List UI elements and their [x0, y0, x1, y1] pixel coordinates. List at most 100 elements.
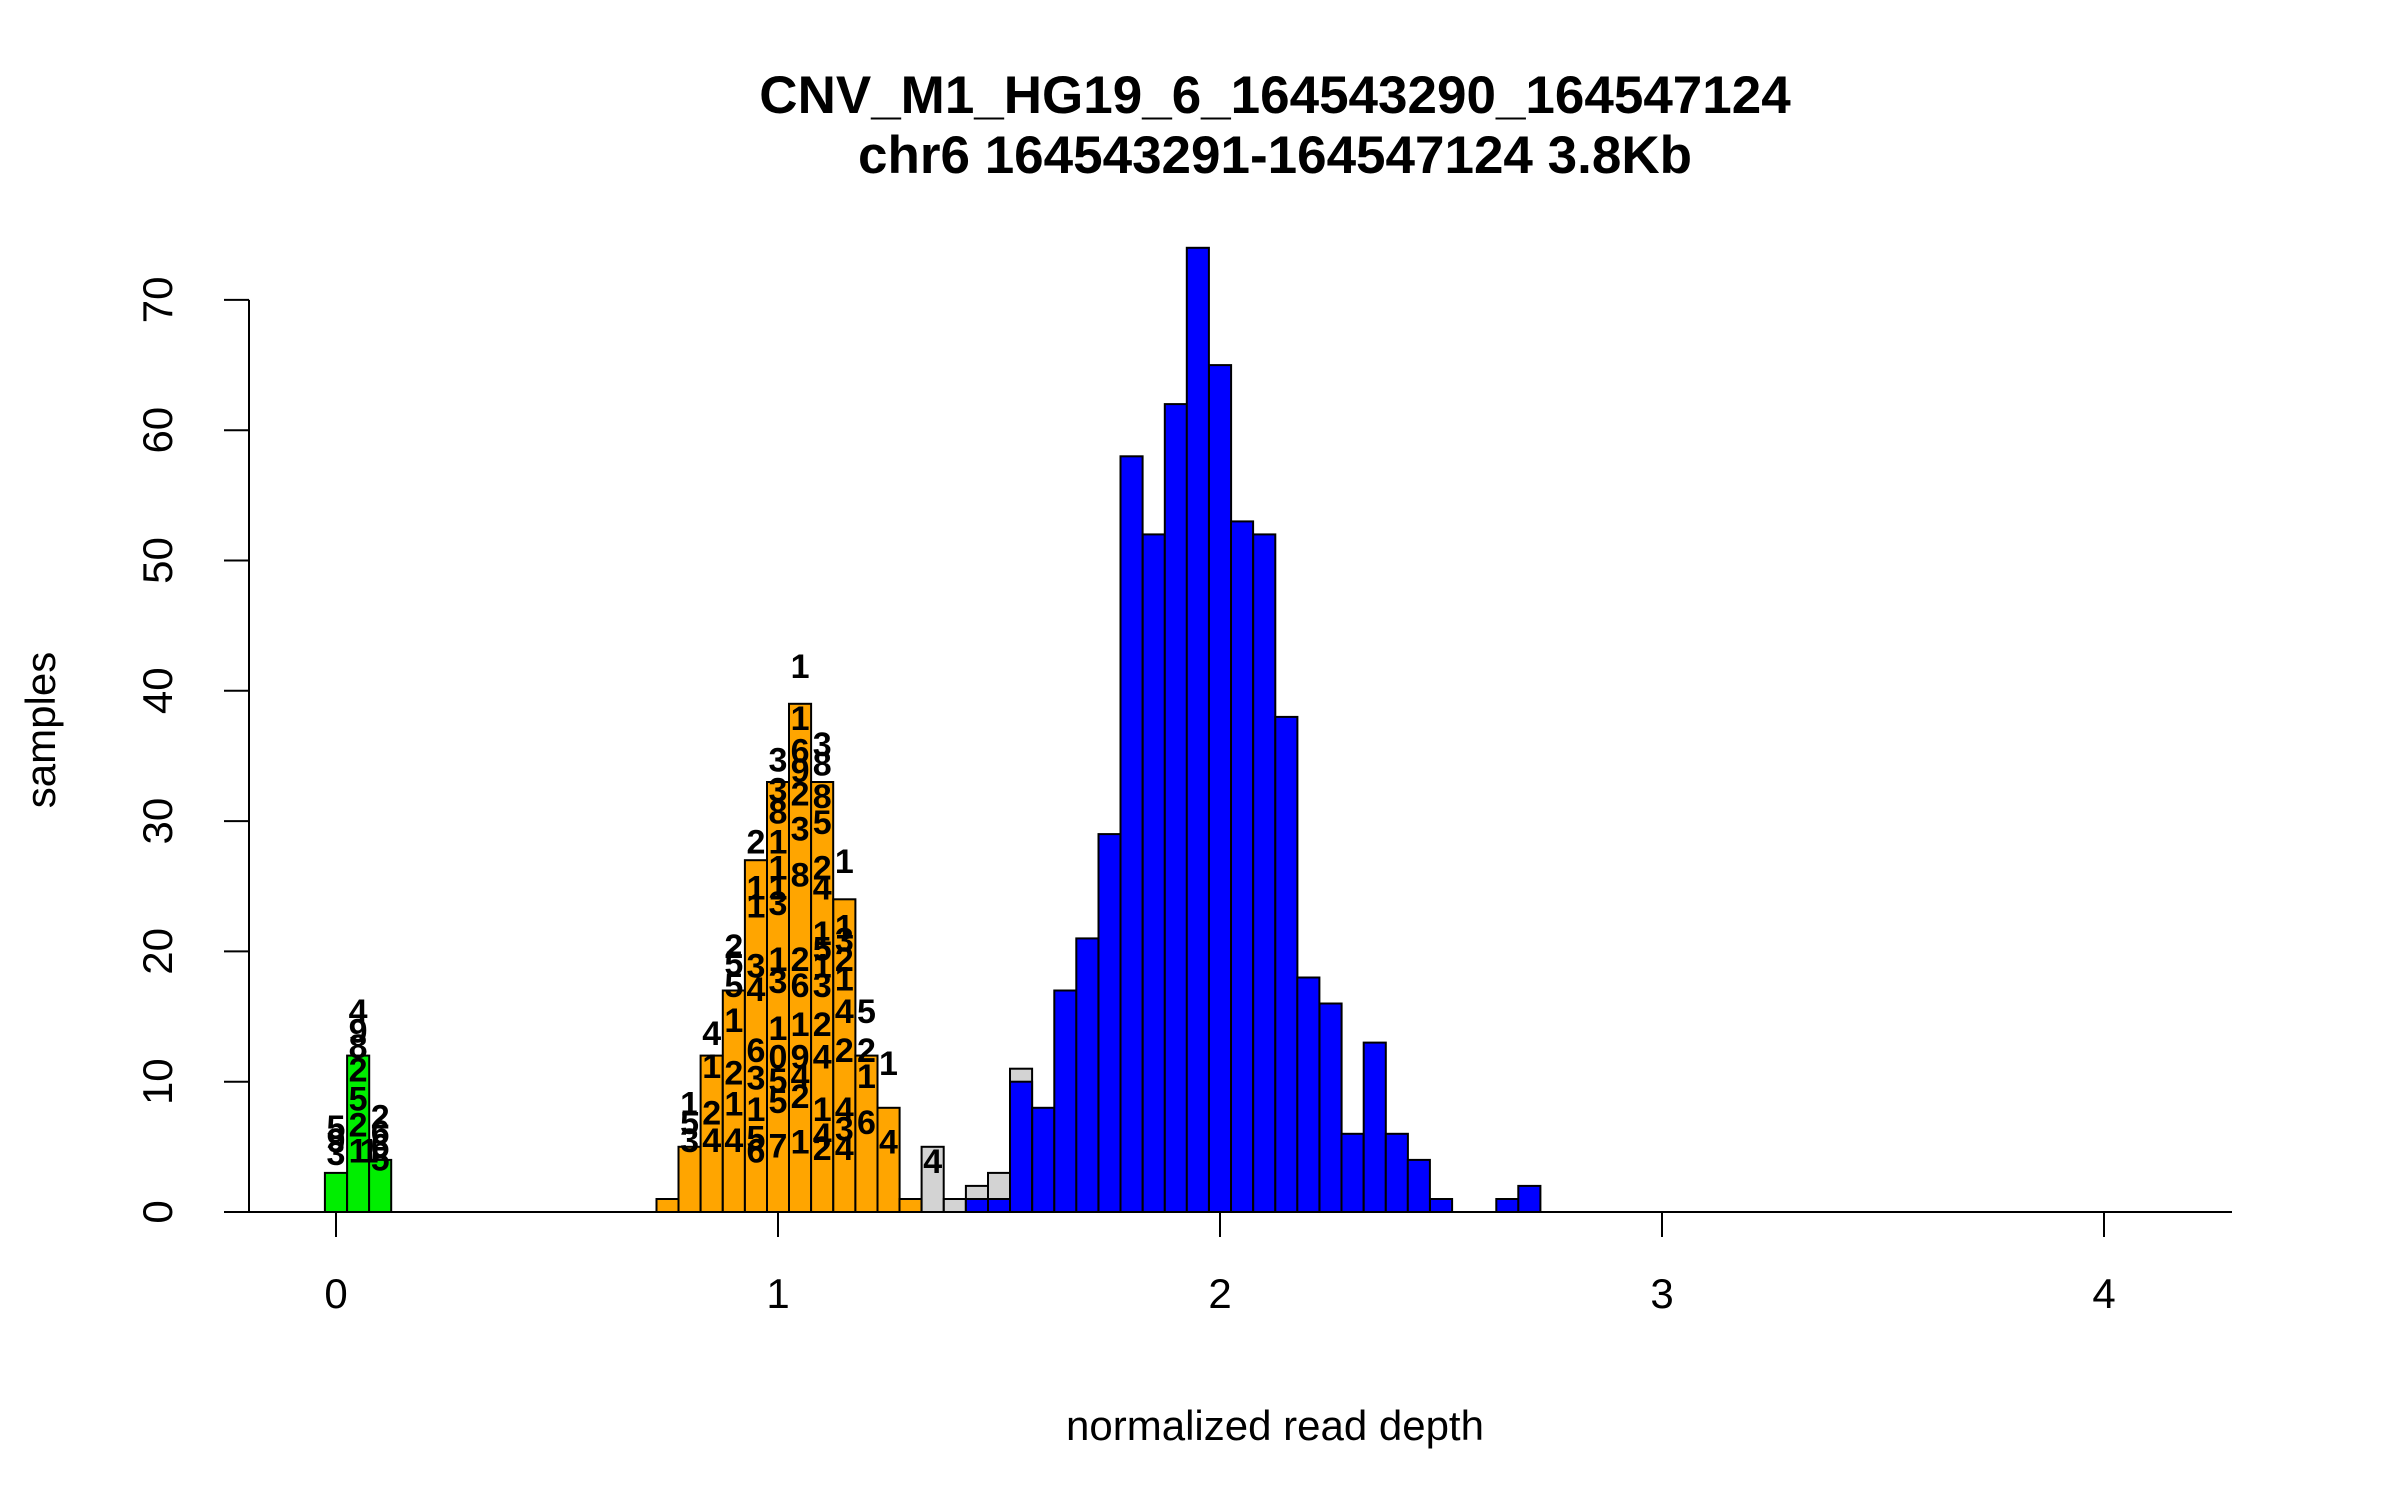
bar-annotation-49: 0 — [769, 1039, 788, 1077]
bar-annotation-17: 3 — [680, 1122, 699, 1160]
bar-annotation-4: 9 — [349, 1013, 368, 1051]
bar-copy-number-2-15 — [1296, 976, 1321, 1213]
y-tick-label-3: 30 — [134, 798, 181, 845]
bar-annotation-16: 5 — [680, 1104, 699, 1142]
bar-annotation-28: 4 — [724, 1122, 743, 1160]
bar-copy-number-1-11 — [898, 1198, 923, 1213]
bar-annotation-74: 5 — [813, 931, 832, 969]
bar-copy-number-2-10 — [1185, 246, 1210, 1214]
bar-copy-number-2-23 — [1517, 1184, 1542, 1214]
chart-subtitle: chr6 164543291-164547124 3.8Kb — [858, 126, 1692, 185]
bar-annotation-88: 2 — [835, 1032, 854, 1070]
bar-annotation-57: 2 — [791, 776, 810, 814]
bar-annotation-85: 2 — [835, 941, 854, 979]
bar-copy-number-1-0 — [655, 1198, 680, 1213]
y-tick-label-5: 50 — [134, 537, 181, 584]
bar-annotation-43: 1 — [769, 850, 788, 888]
bar-annotation-83: 1 — [835, 908, 854, 946]
bar-copy-number-0-0 — [323, 1171, 348, 1214]
bar-annotation-61: 6 — [791, 967, 810, 1005]
bar-annotation-38: 6 — [746, 1133, 765, 1171]
bar-annotation-29: 2 — [746, 824, 765, 862]
bar-annotation-86: 1 — [835, 961, 854, 999]
bar-annotation-66: 1 — [791, 1123, 810, 1161]
x-tick-label-2: 2 — [1208, 1270, 1231, 1317]
bar-annotation-79: 1 — [813, 1091, 832, 1129]
bar-annotation-69: 8 — [813, 778, 832, 816]
bar-annotation-13: 6 — [371, 1127, 390, 1165]
bar-annotation-45: 3 — [769, 885, 788, 923]
bar-copy-number-2-1 — [987, 1198, 1012, 1213]
bar-annotation-73: 1 — [813, 915, 832, 953]
bar-annotation-77: 2 — [813, 1006, 832, 1044]
bar-annotation-70: 5 — [813, 804, 832, 842]
bar-annotation-78: 4 — [813, 1039, 832, 1077]
y-tick-label-0: 0 — [134, 1200, 181, 1223]
bar-annotation-75: 1 — [813, 948, 832, 986]
bar-copy-number-2-17 — [1340, 1132, 1365, 1214]
bar-annotation-81: 2 — [813, 1130, 832, 1168]
bar-annotation-95: 6 — [857, 1104, 876, 1142]
bar-annotation-35: 3 — [746, 1060, 765, 1098]
bar-annotation-90: 3 — [835, 1110, 854, 1148]
bar-annotation-11: 2 — [371, 1099, 390, 1137]
bar-copy-number-2-21 — [1429, 1198, 1454, 1213]
bar-annotation-48: 1 — [769, 1010, 788, 1048]
bar-annotation-62: 1 — [791, 1006, 810, 1044]
bar-annotation-82: 1 — [835, 843, 854, 881]
histogram-bars — [323, 246, 1542, 1214]
bar-annotation-26: 2 — [724, 1054, 743, 1092]
bar-copy-number-2-5 — [1075, 937, 1100, 1214]
bar-annotation-84: 3 — [835, 921, 854, 959]
x-tick-label-3: 3 — [1650, 1270, 1673, 1317]
bar-annotation-55: 6 — [791, 733, 810, 771]
x-axis: 0 1 2 3 4 — [249, 1211, 2232, 1317]
bar-annotation-14: 5 — [371, 1140, 390, 1178]
bar-copy-number-2-2 — [1009, 1080, 1034, 1213]
bar-annotation-94: 1 — [857, 1058, 876, 1096]
y-axis: 0 10 20 30 40 50 60 70 — [134, 277, 250, 1224]
bar-annotation-15: 1 — [680, 1086, 699, 1124]
bar-copy-number-2-4 — [1053, 989, 1078, 1213]
bar-annotation-36: 1 — [746, 1091, 765, 1129]
y-tick-label-1: 10 — [134, 1058, 181, 1105]
bar-copy-number-2-13 — [1252, 533, 1277, 1213]
bar-annotation-96: 1 — [879, 1045, 898, 1083]
bar-annotation-2: 3 — [327, 1135, 346, 1173]
bar-annotation-93: 2 — [857, 1032, 876, 1070]
bar-annotation-72: 4 — [813, 869, 832, 907]
bar-annotation-63: 9 — [791, 1039, 810, 1077]
bar-annotation-76: 3 — [813, 967, 832, 1005]
bar-copy-number-2-20 — [1406, 1158, 1431, 1214]
bar-annotation-58: 3 — [791, 811, 810, 849]
bar-annotation-20: 2 — [702, 1095, 721, 1133]
bar-annotation-10: 1 — [360, 1133, 379, 1171]
bar-annotation-56: 9 — [791, 752, 810, 790]
bar-copy-number-2-7 — [1119, 455, 1144, 1213]
bar-annotation-97: 4 — [879, 1123, 898, 1161]
bar-annotation-67: 3 — [813, 726, 832, 764]
bar-annotation-52: 7 — [769, 1127, 788, 1165]
bar-copy-number-2-16 — [1318, 1002, 1343, 1213]
bar-copy-number-2-18 — [1362, 1041, 1387, 1213]
bar-annotation-22: 2 — [724, 928, 743, 966]
bar-annotation-34: 6 — [746, 1032, 765, 1070]
bar-annotation-33: 4 — [746, 971, 765, 1009]
bar-copy-number-2-12 — [1230, 520, 1255, 1213]
bar-annotation-92: 5 — [857, 993, 876, 1031]
bar-annotation-41: 8 — [769, 794, 788, 832]
bar-annotation-32: 3 — [746, 948, 765, 986]
bar-annotation-18: 4 — [702, 1015, 721, 1053]
y-tick-label-4: 40 — [134, 667, 181, 714]
bar-copy-number-2-14 — [1274, 715, 1299, 1214]
bar-annotation-37: 5 — [746, 1120, 765, 1158]
bar-annotation-53: 1 — [791, 648, 810, 686]
bar-copy-number-2-0 — [964, 1198, 990, 1213]
bar-copy-number-2-6 — [1097, 833, 1122, 1213]
bar-annotation-60: 2 — [791, 941, 810, 979]
y-axis-label: samples — [17, 652, 64, 808]
bar-annotation-25: 1 — [724, 1002, 743, 1040]
bar-copy-number-2-19 — [1384, 1132, 1409, 1214]
bar-annotation-98: 4 — [923, 1143, 942, 1181]
